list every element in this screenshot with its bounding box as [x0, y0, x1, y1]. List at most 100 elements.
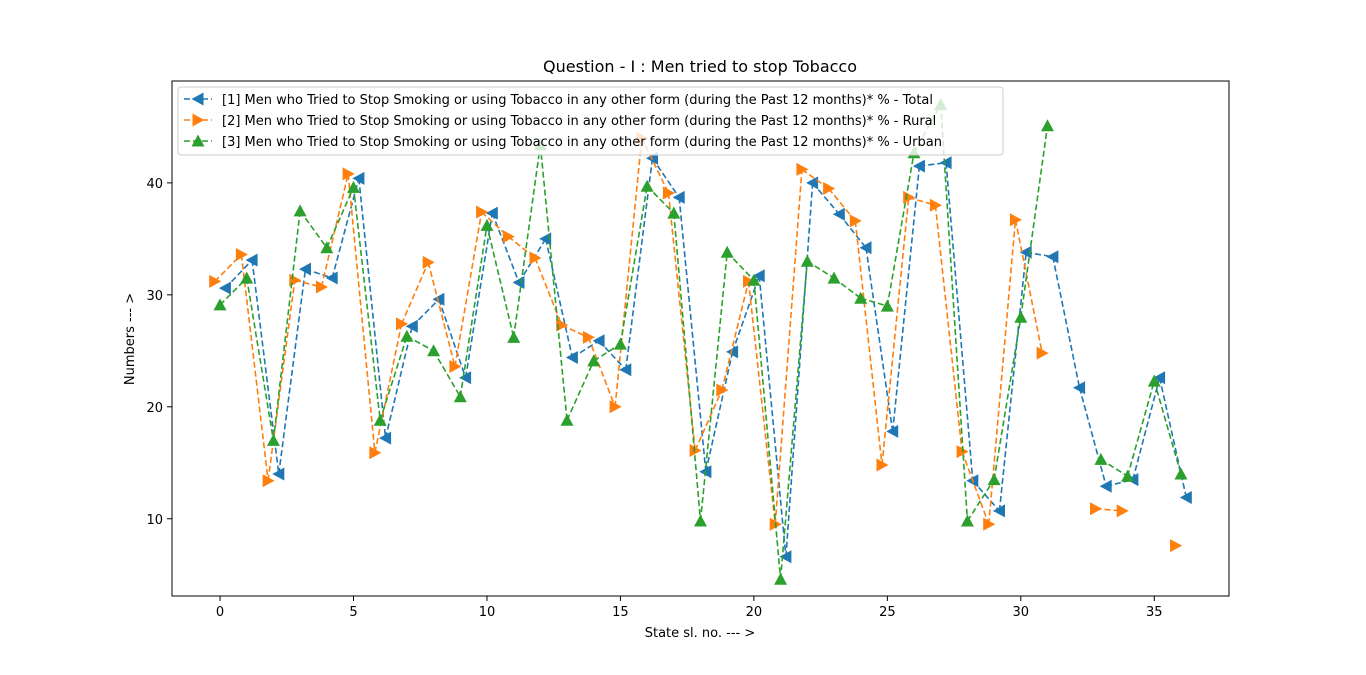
x-tick-label: 20 [746, 605, 763, 620]
series-2-segment [400, 262, 429, 325]
series-1-point [619, 363, 632, 377]
series-3-point [1147, 374, 1161, 387]
chart-title: Question - I : Men tried to stop Tobacco [543, 57, 857, 76]
series-1-point [405, 319, 418, 333]
series-3-point [240, 271, 254, 284]
series-1-point [779, 550, 792, 564]
series-2-segment [267, 280, 296, 481]
series-3-segment [939, 104, 969, 522]
series-3-point [587, 354, 601, 367]
series-1-point [565, 351, 578, 364]
series-1-point [272, 467, 285, 481]
series-1-point [379, 431, 392, 445]
series-3-segment [326, 187, 355, 249]
series-1-point [726, 345, 739, 359]
series-2-segment [534, 257, 563, 326]
series-2-segment [694, 389, 723, 451]
series-2-segment [347, 173, 376, 453]
series-2-point [396, 317, 409, 331]
series-1-segment [411, 298, 440, 327]
series-1-segment [972, 480, 1001, 512]
series-3-segment [512, 144, 542, 338]
series-3-point [1094, 452, 1108, 465]
series-3-point [1121, 469, 1135, 482]
x-axis-label: State sl. no. --- > [645, 626, 756, 641]
series-3-point [480, 218, 494, 231]
series-2-point [849, 214, 862, 228]
series-3-segment [753, 280, 782, 580]
series-2-segment [774, 169, 803, 525]
series-3-point [453, 390, 467, 403]
series-2-point [823, 182, 836, 195]
series-1 [218, 151, 1192, 564]
y-axis-label: Numbers --- > [123, 293, 138, 385]
series-1-point [245, 253, 258, 267]
series-1-point [859, 241, 872, 255]
series-3-point [800, 254, 814, 267]
series-2-segment [587, 337, 616, 408]
x-tick-label: 5 [349, 605, 357, 620]
legend-entry-1: [1] Men who Tried to Stop Smoking or usi… [222, 93, 933, 108]
series-1-point [752, 269, 765, 283]
plot-frame [171, 80, 1230, 597]
series-1-point [1019, 245, 1032, 259]
series-3-segment [966, 479, 995, 522]
series-1-segment [651, 157, 680, 198]
series-2-point [262, 474, 275, 488]
series-1-segment [464, 212, 494, 378]
y-tick-label: 30 [146, 289, 163, 304]
series-3-segment [1020, 125, 1049, 318]
series-2-segment [374, 323, 403, 453]
series-3-segment [1153, 380, 1182, 475]
series-1-point [352, 171, 365, 185]
series-2-segment [721, 281, 750, 391]
series-1-point [992, 504, 1005, 518]
series-3-point [1014, 310, 1028, 323]
series-1-point [1073, 381, 1086, 395]
series-3-point [400, 329, 414, 342]
legend-marker [191, 134, 205, 147]
series-1-segment [331, 178, 360, 279]
series-3-point [667, 206, 681, 219]
series-3-segment [646, 185, 675, 214]
x-tick-label: 15 [612, 605, 629, 620]
series-3-segment [486, 225, 515, 338]
series-3-point [613, 337, 627, 350]
y-tick-label: 20 [146, 401, 163, 416]
series-3-segment [352, 187, 381, 421]
series-1-point [325, 271, 338, 285]
series-2-point [449, 360, 462, 373]
series-2-point [1090, 502, 1102, 516]
series-3-point [747, 273, 761, 286]
series-2-point [476, 205, 489, 219]
series-1-point [299, 262, 311, 276]
series-1-point [832, 207, 845, 221]
series-2-point [529, 251, 542, 265]
series-3-point [347, 180, 360, 193]
series-2-point [342, 167, 355, 181]
series-2-point [796, 162, 809, 176]
series-3-point [1041, 119, 1054, 132]
series-3-point [640, 179, 654, 192]
plot-area [209, 98, 1192, 585]
legend: [1] Men who Tried to Stop Smoking or usi… [177, 86, 1004, 156]
series-2-segment [747, 281, 777, 525]
series-1-segment [224, 259, 253, 289]
x-axis: 0 5 10 15 20 25 30 35 [216, 596, 1163, 620]
series-2-point [929, 198, 942, 212]
series-2-point [315, 280, 328, 294]
series-3-segment [299, 210, 328, 249]
series-2-point [422, 255, 435, 269]
series-1-segment [1078, 387, 1107, 487]
x-tick-label: 10 [479, 605, 496, 620]
series-3-point [320, 241, 334, 254]
series-2-segment [614, 138, 643, 407]
series-2-point [1170, 539, 1183, 553]
series-1-segment [384, 325, 414, 439]
x-tick-label: 25 [879, 605, 896, 620]
series-3-segment [993, 317, 1022, 480]
series-1-point [539, 232, 552, 246]
series-3-segment [1126, 380, 1156, 477]
